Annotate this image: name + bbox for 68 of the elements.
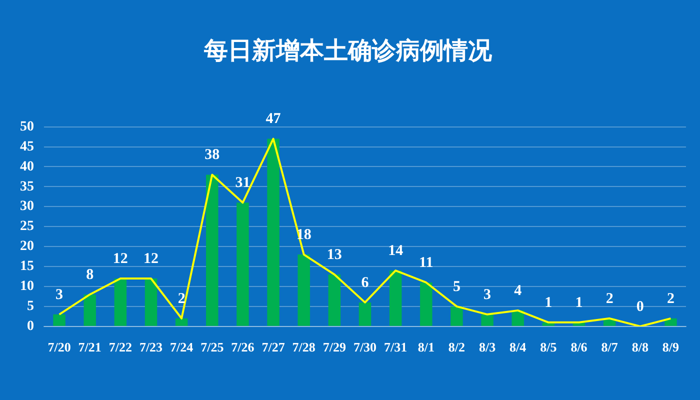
bar bbox=[481, 314, 494, 326]
data-label: 12 bbox=[112, 250, 128, 267]
x-tick-label: 7/29 bbox=[322, 340, 346, 355]
x-tick-label: 7/27 bbox=[262, 340, 286, 355]
y-tick-label: 10 bbox=[20, 279, 34, 294]
bar bbox=[144, 278, 158, 326]
x-tick-label: 8/1 bbox=[418, 340, 434, 355]
bar bbox=[267, 138, 280, 326]
x-tick-label: 8/7 bbox=[601, 340, 618, 355]
y-tick-label: 15 bbox=[20, 259, 34, 274]
data-label: 14 bbox=[388, 242, 404, 259]
data-label: 2 bbox=[666, 290, 674, 307]
bar bbox=[84, 294, 96, 326]
bar bbox=[450, 306, 463, 326]
bar bbox=[358, 302, 372, 326]
bar bbox=[206, 174, 218, 326]
y-tick-label: 45 bbox=[20, 139, 34, 154]
bar bbox=[236, 202, 249, 326]
data-label: 8 bbox=[86, 266, 94, 283]
x-tick-label: 8/2 bbox=[448, 340, 466, 355]
y-tick-label: 20 bbox=[20, 239, 34, 254]
x-tick-label: 7/22 bbox=[108, 340, 132, 355]
data-label: 1 bbox=[575, 294, 583, 311]
bar bbox=[175, 318, 188, 326]
x-tick-label: 7/28 bbox=[292, 340, 316, 355]
x-tick-label: 7/31 bbox=[384, 340, 408, 355]
bar bbox=[328, 274, 341, 326]
x-tick-label: 8/5 bbox=[540, 340, 558, 355]
data-label: 12 bbox=[144, 250, 158, 267]
data-label: 3 bbox=[484, 286, 492, 303]
chart-title: 每日新增本土确诊病例情况 bbox=[203, 36, 493, 65]
x-tick-label: 8/9 bbox=[662, 340, 680, 355]
y-tick-label: 50 bbox=[20, 119, 34, 134]
data-label: 31 bbox=[235, 175, 250, 192]
bar bbox=[420, 282, 432, 326]
x-tick-label: 7/30 bbox=[353, 340, 377, 355]
data-label: 2 bbox=[606, 290, 614, 307]
y-tick-label: 25 bbox=[20, 219, 34, 234]
data-label: 0 bbox=[636, 298, 644, 315]
y-tick-label: 0 bbox=[27, 319, 34, 334]
y-tick-label: 35 bbox=[20, 179, 34, 194]
data-label: 38 bbox=[204, 147, 220, 164]
data-label: 6 bbox=[361, 274, 370, 291]
data-label: 11 bbox=[419, 254, 434, 271]
data-label: 3 bbox=[56, 286, 64, 303]
x-tick-label: 8/4 bbox=[510, 340, 527, 355]
x-tick-label: 7/24 bbox=[170, 340, 194, 355]
data-label: 2 bbox=[178, 290, 186, 307]
x-tick-label: 7/26 bbox=[231, 340, 255, 355]
bar bbox=[298, 254, 310, 326]
x-tick-label: 8/8 bbox=[632, 340, 649, 355]
x-tick-label: 7/21 bbox=[78, 340, 102, 355]
data-label: 4 bbox=[514, 282, 522, 299]
y-tick-label: 40 bbox=[20, 159, 34, 174]
y-tick-label: 5 bbox=[27, 299, 34, 314]
bar bbox=[53, 314, 66, 326]
data-label: 47 bbox=[266, 111, 282, 128]
data-label: 13 bbox=[326, 246, 342, 263]
data-label: 1 bbox=[544, 294, 552, 311]
x-tick-label: 7/20 bbox=[48, 340, 71, 355]
data-label: 5 bbox=[452, 278, 460, 295]
bar bbox=[389, 270, 402, 326]
x-tick-label: 8/6 bbox=[570, 340, 588, 355]
bar bbox=[114, 278, 127, 326]
x-tick-label: 7/23 bbox=[139, 340, 164, 355]
x-tick-label: 8/3 bbox=[478, 340, 496, 355]
x-tick-label: 7/25 bbox=[200, 340, 224, 355]
y-tick-label: 30 bbox=[20, 199, 34, 214]
